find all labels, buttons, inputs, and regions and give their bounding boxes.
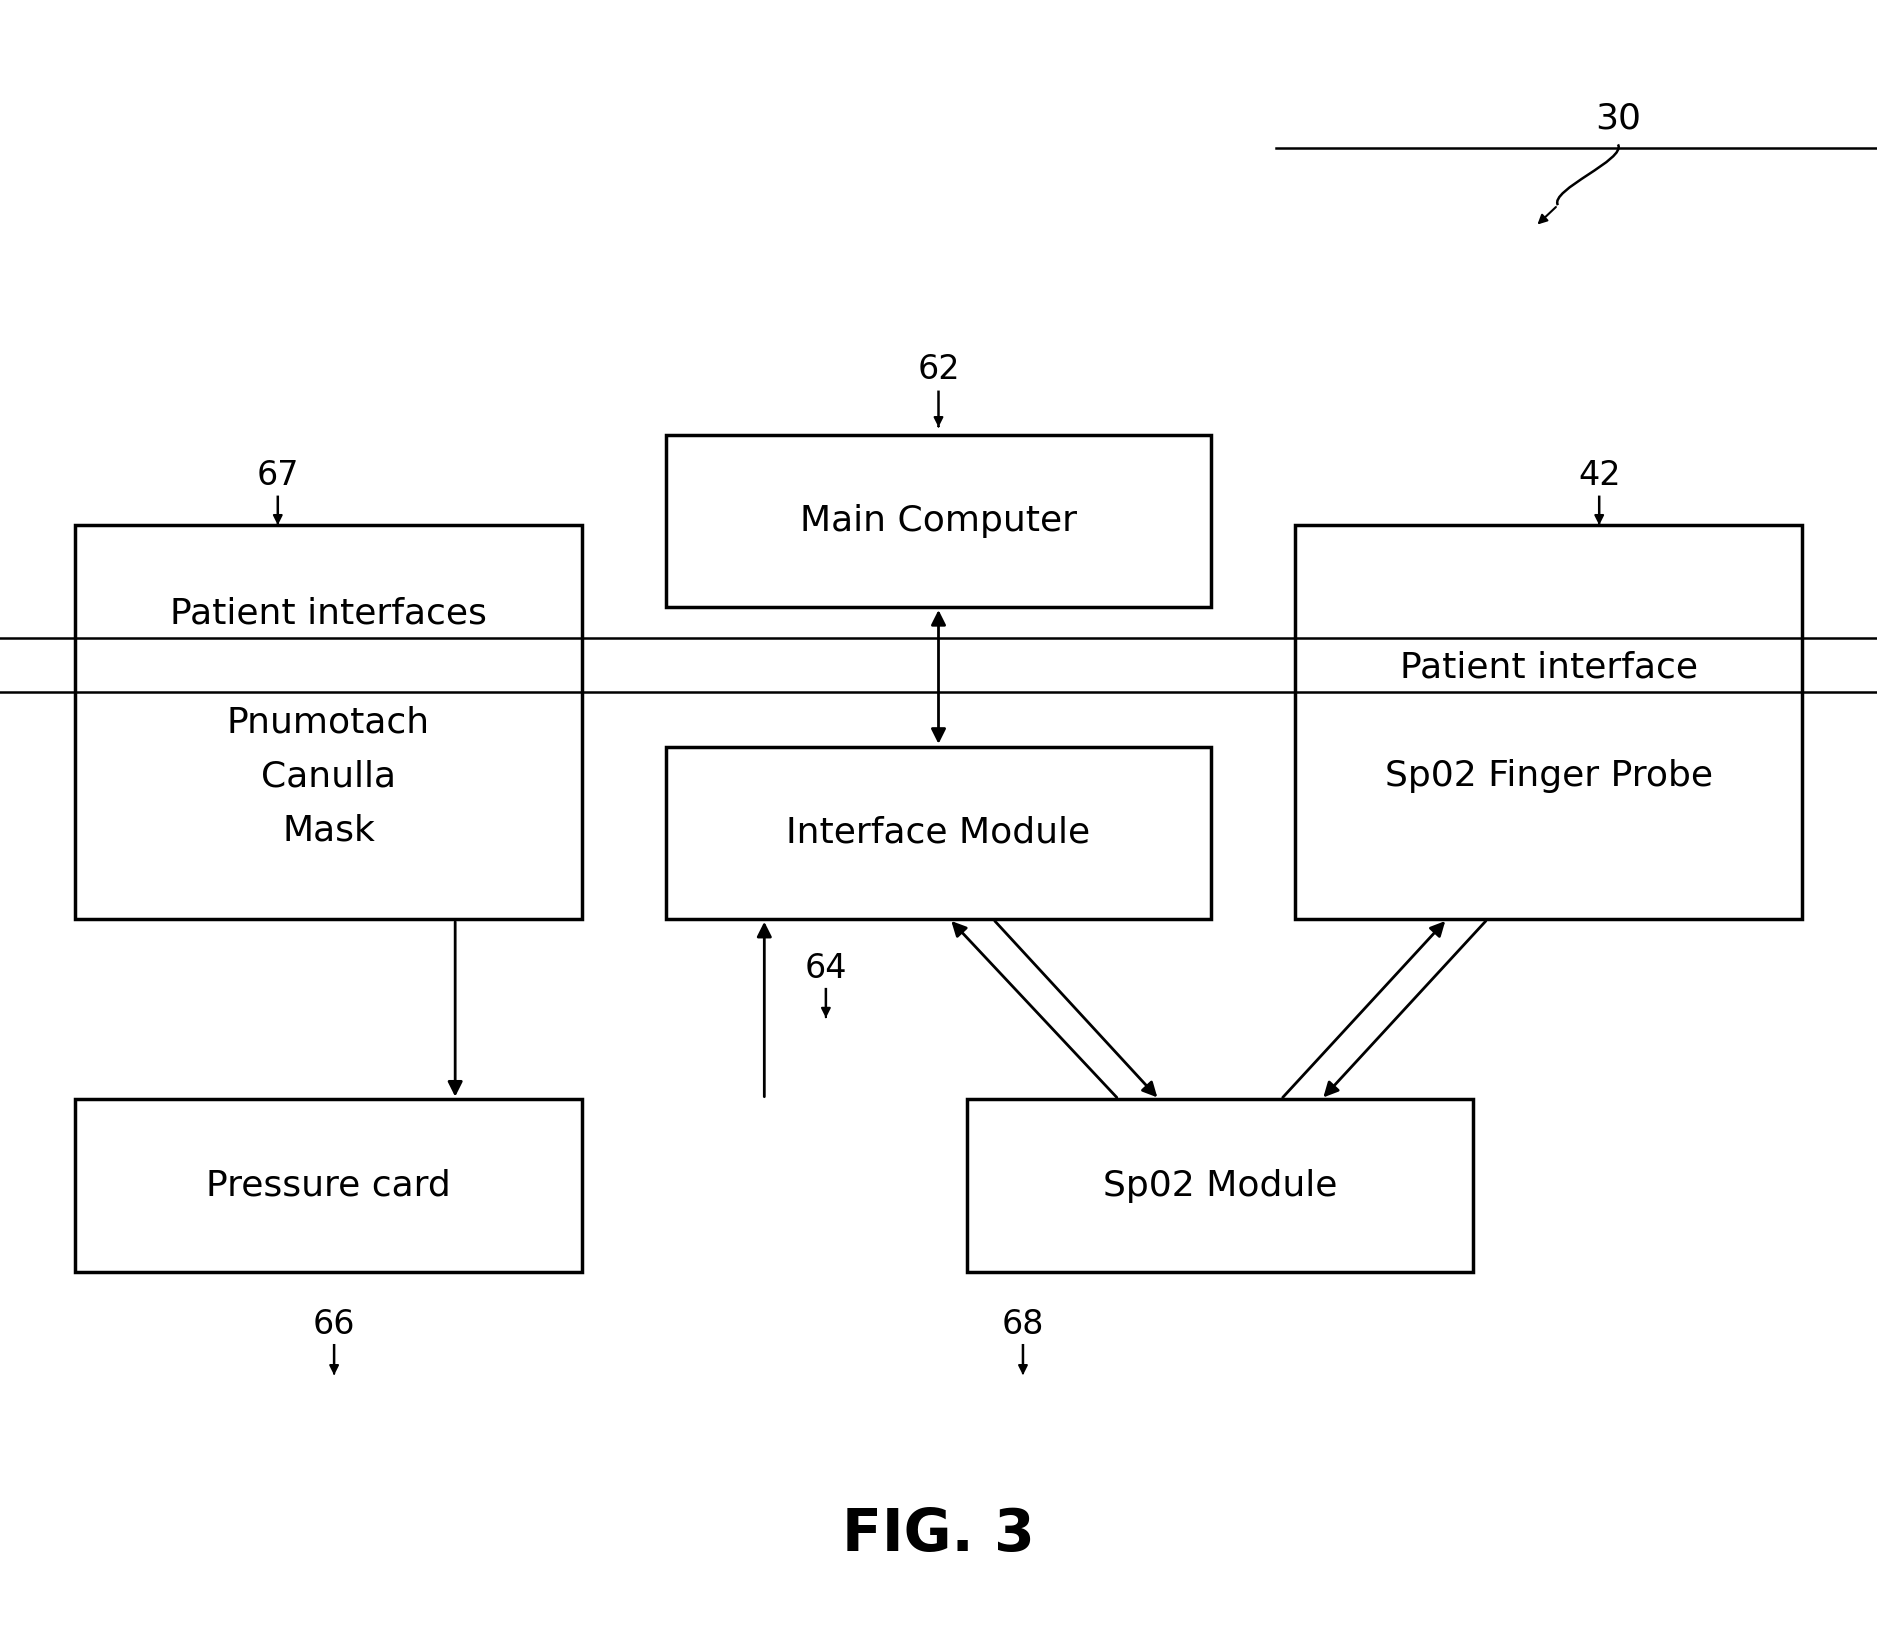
Text: Canulla: Canulla bbox=[261, 760, 396, 793]
Text: 66: 66 bbox=[313, 1308, 355, 1341]
Text: FIG. 3: FIG. 3 bbox=[843, 1506, 1034, 1562]
Bar bbox=[666, 435, 1211, 607]
Text: 30: 30 bbox=[1595, 102, 1640, 135]
Text: 42: 42 bbox=[1579, 459, 1620, 492]
Text: 64: 64 bbox=[805, 952, 847, 985]
Text: Patient interface: Patient interface bbox=[1400, 651, 1697, 684]
Text: Patient interfaces: Patient interfaces bbox=[171, 597, 486, 630]
Text: Sp02 Module: Sp02 Module bbox=[1104, 1168, 1336, 1203]
Text: Pnumotach: Pnumotach bbox=[227, 706, 430, 738]
Bar bbox=[1295, 525, 1802, 919]
Bar bbox=[75, 1099, 582, 1272]
Text: 62: 62 bbox=[918, 353, 959, 386]
Text: Interface Module: Interface Module bbox=[786, 816, 1091, 850]
Text: Sp02 Finger Probe: Sp02 Finger Probe bbox=[1385, 760, 1712, 793]
Bar bbox=[75, 525, 582, 919]
Text: 67: 67 bbox=[257, 459, 298, 492]
Text: Pressure card: Pressure card bbox=[206, 1168, 450, 1203]
Text: Mask: Mask bbox=[282, 814, 375, 847]
Text: 68: 68 bbox=[1002, 1308, 1044, 1341]
Bar bbox=[967, 1099, 1473, 1272]
Bar bbox=[666, 747, 1211, 919]
Text: Main Computer: Main Computer bbox=[800, 504, 1077, 538]
